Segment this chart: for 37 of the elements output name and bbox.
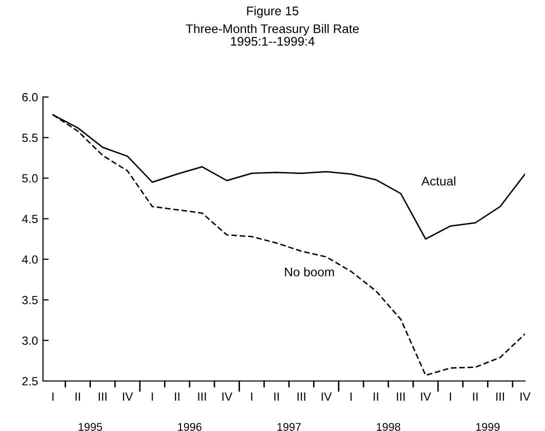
x-tick-label: I xyxy=(350,392,352,401)
x-tick-label: III xyxy=(496,392,504,401)
x-tick-label: III xyxy=(98,392,106,401)
y-tick-label: 5.5 xyxy=(22,134,38,142)
x-tick-label: I xyxy=(450,392,452,401)
text: 1998 xyxy=(376,422,400,431)
x-tick-label: IV xyxy=(322,392,332,401)
x-tick-label: II xyxy=(374,392,378,401)
x-tick-label: III xyxy=(396,392,405,401)
x-tick-label: II xyxy=(76,392,80,401)
y-tick-label: 5.0 xyxy=(22,174,38,183)
y-tick-label: 4.5 xyxy=(22,214,38,224)
x-tick-label: II xyxy=(473,392,478,401)
y-tick-label: 4.0 xyxy=(22,255,38,264)
x-tick-label: I xyxy=(251,392,252,401)
x-tick-label: IV xyxy=(222,392,232,401)
text: 1997 xyxy=(277,422,301,431)
x-tick-label: IV xyxy=(122,392,133,401)
x-tick-label: III xyxy=(198,392,206,401)
x-tick-label: I xyxy=(52,392,54,401)
x-tick-label: II xyxy=(274,392,279,401)
text: 1999 xyxy=(476,422,500,431)
chart-title: Figure 15 xyxy=(247,6,298,18)
series-label: No boom xyxy=(285,267,334,276)
x-tick-label: I xyxy=(152,392,153,401)
x-tick-label: IV xyxy=(421,392,432,401)
text: 1995 xyxy=(78,422,102,431)
y-tick-label: 6.0 xyxy=(22,93,38,102)
series-label: Actual xyxy=(421,176,456,186)
x-tick-label: IV xyxy=(520,392,531,401)
y-tick-label: 3.5 xyxy=(22,296,38,304)
text: 1996 xyxy=(178,422,202,431)
x-tick-label: II xyxy=(174,392,180,401)
x-tick-label: III xyxy=(298,392,306,401)
y-tick-label: 3.0 xyxy=(22,336,38,345)
y-tick-label: 2.5 xyxy=(22,377,38,386)
chart-subtitle: Three-Month Treasury Bill Rate 1995:1--1999:4 xyxy=(186,24,359,46)
